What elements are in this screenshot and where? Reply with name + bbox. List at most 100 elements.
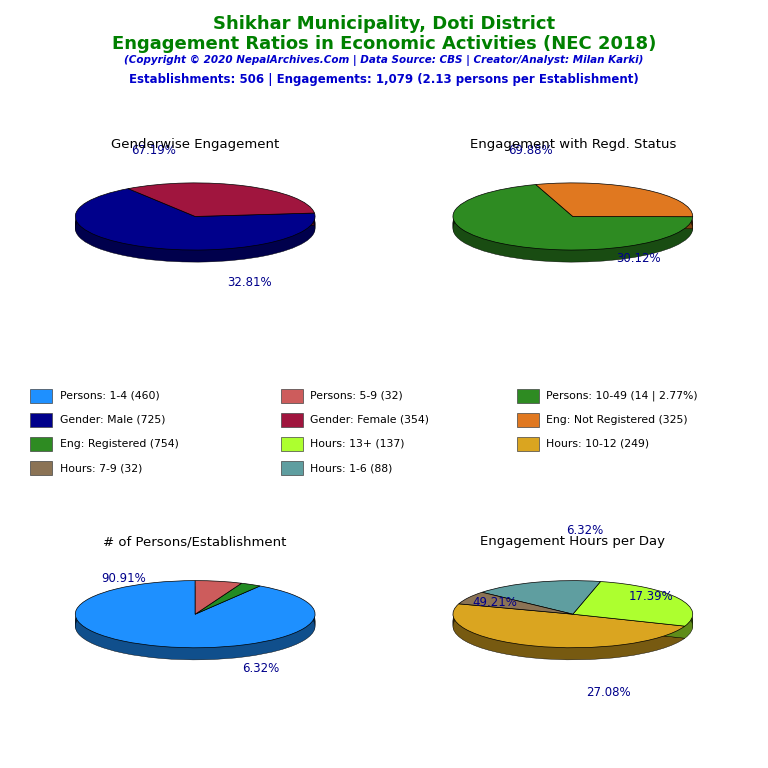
- Wedge shape: [75, 591, 315, 659]
- Text: 27.08%: 27.08%: [587, 686, 631, 699]
- Wedge shape: [195, 591, 260, 621]
- Wedge shape: [458, 592, 573, 614]
- Wedge shape: [453, 190, 693, 256]
- FancyBboxPatch shape: [30, 437, 52, 451]
- Wedge shape: [195, 589, 242, 623]
- Wedge shape: [453, 195, 693, 261]
- Wedge shape: [75, 189, 315, 250]
- Wedge shape: [482, 589, 601, 623]
- FancyBboxPatch shape: [30, 412, 52, 427]
- Wedge shape: [195, 589, 260, 621]
- Wedge shape: [75, 197, 315, 259]
- FancyBboxPatch shape: [281, 389, 303, 403]
- Wedge shape: [75, 591, 315, 657]
- Wedge shape: [195, 587, 242, 621]
- Wedge shape: [195, 594, 260, 625]
- FancyBboxPatch shape: [281, 437, 303, 451]
- Wedge shape: [536, 195, 693, 229]
- Wedge shape: [482, 591, 601, 625]
- Title: Engagement with Regd. Status: Engagement with Regd. Status: [469, 137, 676, 151]
- Text: 6.32%: 6.32%: [566, 524, 604, 537]
- Wedge shape: [195, 588, 242, 621]
- Wedge shape: [453, 604, 685, 647]
- FancyBboxPatch shape: [517, 412, 539, 427]
- Wedge shape: [536, 189, 693, 223]
- Text: (Copyright © 2020 NepalArchives.Com | Data Source: CBS | Creator/Analyst: Milan : (Copyright © 2020 NepalArchives.Com | Da…: [124, 55, 644, 66]
- Text: Shikhar Municipality, Doti District: Shikhar Municipality, Doti District: [213, 15, 555, 33]
- Wedge shape: [195, 593, 242, 626]
- Text: Eng: Not Registered (325): Eng: Not Registered (325): [546, 415, 688, 425]
- Wedge shape: [195, 593, 260, 624]
- Wedge shape: [75, 581, 315, 647]
- Wedge shape: [573, 594, 693, 638]
- Wedge shape: [453, 610, 685, 654]
- Text: 69.88%: 69.88%: [508, 144, 553, 157]
- Wedge shape: [195, 591, 242, 624]
- Wedge shape: [536, 191, 693, 225]
- Wedge shape: [453, 192, 693, 257]
- Text: Establishments: 506 | Engagements: 1,079 (2.13 persons per Establishment): Establishments: 506 | Engagements: 1,079…: [129, 73, 639, 86]
- FancyBboxPatch shape: [30, 389, 52, 403]
- Wedge shape: [128, 194, 314, 227]
- Text: Persons: 1-4 (460): Persons: 1-4 (460): [60, 391, 159, 401]
- Wedge shape: [573, 592, 693, 637]
- Wedge shape: [458, 600, 573, 621]
- Wedge shape: [75, 200, 315, 262]
- Wedge shape: [128, 189, 314, 223]
- Wedge shape: [128, 183, 314, 217]
- Wedge shape: [128, 193, 314, 226]
- Text: Persons: 10-49 (14 | 2.77%): Persons: 10-49 (14 | 2.77%): [546, 390, 698, 401]
- Wedge shape: [195, 591, 260, 623]
- Wedge shape: [536, 193, 693, 227]
- Text: Gender: Female (354): Gender: Female (354): [310, 415, 429, 425]
- Text: Engagement Ratios in Economic Activities (NEC 2018): Engagement Ratios in Economic Activities…: [112, 35, 656, 52]
- Wedge shape: [453, 197, 693, 262]
- Text: Persons: 5-9 (32): Persons: 5-9 (32): [310, 391, 403, 401]
- Wedge shape: [458, 598, 573, 621]
- Wedge shape: [453, 194, 693, 260]
- Text: Gender: Male (725): Gender: Male (725): [60, 415, 165, 425]
- Wedge shape: [573, 589, 693, 634]
- Wedge shape: [482, 593, 601, 626]
- Title: # of Persons/Establishment: # of Persons/Establishment: [104, 535, 287, 548]
- Wedge shape: [75, 194, 315, 256]
- FancyBboxPatch shape: [281, 461, 303, 475]
- Text: 90.91%: 90.91%: [101, 571, 146, 584]
- Wedge shape: [195, 581, 242, 614]
- Wedge shape: [75, 593, 315, 660]
- Text: Hours: 1-6 (88): Hours: 1-6 (88): [310, 463, 392, 473]
- Wedge shape: [453, 614, 685, 659]
- Wedge shape: [75, 587, 315, 654]
- Wedge shape: [482, 587, 601, 621]
- Wedge shape: [573, 590, 693, 634]
- Text: 49.21%: 49.21%: [472, 596, 518, 609]
- Text: 32.81%: 32.81%: [227, 276, 271, 289]
- Wedge shape: [128, 191, 314, 225]
- Wedge shape: [75, 589, 315, 656]
- Wedge shape: [453, 193, 693, 259]
- Wedge shape: [195, 591, 242, 625]
- Wedge shape: [195, 595, 260, 626]
- FancyBboxPatch shape: [517, 437, 539, 451]
- Wedge shape: [128, 195, 314, 229]
- Wedge shape: [536, 194, 693, 227]
- Wedge shape: [458, 601, 573, 623]
- Wedge shape: [458, 602, 573, 624]
- Wedge shape: [458, 603, 573, 625]
- Wedge shape: [453, 612, 685, 656]
- Wedge shape: [573, 581, 693, 626]
- Wedge shape: [573, 588, 693, 632]
- Wedge shape: [128, 190, 314, 223]
- Wedge shape: [458, 604, 573, 626]
- Wedge shape: [453, 611, 685, 655]
- Wedge shape: [75, 200, 315, 261]
- Wedge shape: [482, 581, 601, 614]
- Text: 17.39%: 17.39%: [628, 590, 673, 603]
- Text: Hours: 13+ (137): Hours: 13+ (137): [310, 439, 405, 449]
- Text: 30.12%: 30.12%: [617, 252, 661, 265]
- Title: Engagement Hours per Day: Engagement Hours per Day: [480, 535, 665, 548]
- Text: 67.19%: 67.19%: [131, 144, 176, 157]
- Text: 6.32%: 6.32%: [243, 662, 280, 674]
- Text: Hours: 7-9 (32): Hours: 7-9 (32): [60, 463, 142, 473]
- Wedge shape: [453, 184, 693, 250]
